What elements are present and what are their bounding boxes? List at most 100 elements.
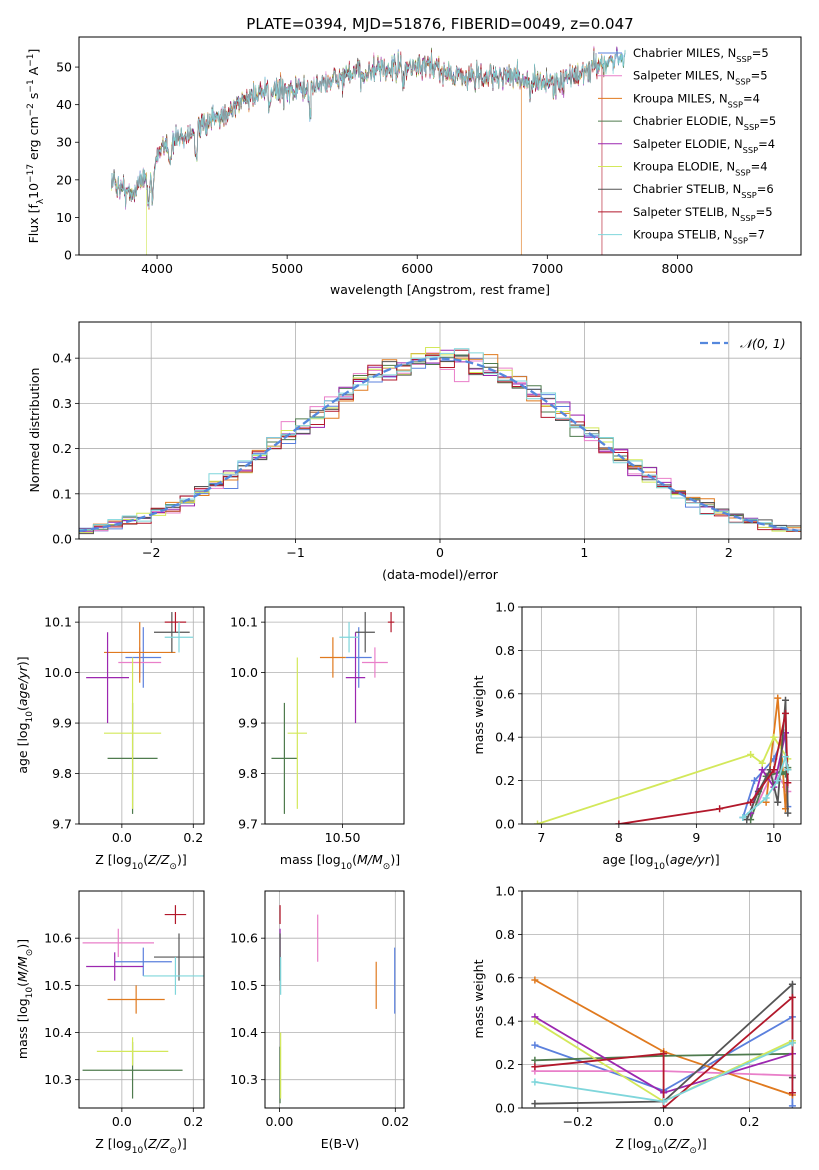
weight-marker — [615, 820, 623, 824]
x-tick-label: −2 — [142, 545, 160, 560]
x-tick-label: 10 — [766, 830, 782, 845]
x-tick-label: 0.02 — [381, 1114, 409, 1129]
y-tick-label: 30 — [56, 135, 72, 150]
x-tick-label: 0.0 — [112, 1114, 132, 1129]
x-tick-label: −0.2 — [563, 1114, 593, 1129]
y-tick-label: 10.6 — [230, 931, 258, 946]
y-tick-label: 0.4 — [52, 351, 72, 366]
y-tick-label: 10.1 — [230, 615, 258, 630]
weight-marker — [784, 766, 792, 774]
y-tick-label: 10.1 — [44, 615, 72, 630]
weight-marker — [531, 976, 539, 984]
weight-marker — [782, 709, 789, 717]
weight-marker — [758, 759, 766, 767]
plot-area-mass-vs-EBV — [265, 891, 404, 1108]
y-tick-label: 1.0 — [495, 884, 515, 899]
y-tick-label: 20 — [56, 172, 72, 187]
plot-area-weight-vs-age — [522, 607, 801, 824]
plot-area-age-vs-Z — [79, 607, 204, 824]
y-axis-label: age [log10(age/yr)] — [15, 656, 35, 773]
y-tick-label: 10 — [56, 210, 72, 225]
axes-weight-vs-age: 7 8 9 10 0.0 0.2 0.4 0.6 0.8 1.0 — [495, 600, 802, 845]
axes-frame — [78, 606, 205, 825]
x-tick-label: 0.2 — [740, 1114, 760, 1129]
x-tick-label: 10.50 — [325, 830, 361, 845]
y-tick-label: 0 — [64, 248, 72, 263]
y-tick-label: 0.4 — [495, 730, 515, 745]
axes-frame — [78, 36, 802, 256]
axes-frame — [521, 890, 802, 1109]
x-tick-label: 0.00 — [266, 1114, 294, 1129]
weight-marker — [660, 1050, 668, 1058]
y-tick-label: 10.6 — [44, 931, 72, 946]
y-tick-label: 0.2 — [495, 773, 515, 788]
weight-marker — [770, 733, 778, 741]
y-tick-label: 0.3 — [52, 396, 72, 411]
y-tick-label: 0.6 — [495, 970, 515, 985]
weight-marker — [774, 798, 782, 806]
spectrum-line-8 — [111, 49, 626, 209]
normal-curve — [79, 357, 799, 533]
figure-title: PLATE=0394, MJD=51876, FIBERID=0049, z=0… — [246, 15, 633, 33]
x-tick-label: 9 — [692, 830, 700, 845]
x-tick-label: 0 — [436, 545, 444, 560]
weight-marker — [743, 816, 751, 824]
weight-line-7 — [534, 995, 794, 1108]
axes-age-vs-Z: 0.0 0.2 9.7 9.8 9.9 10.0 10.1 — [44, 606, 205, 845]
y-tick-label: 9.8 — [52, 766, 72, 781]
x-axis-label: age [log10(age/yr)] — [602, 852, 719, 872]
weight-marker — [788, 980, 796, 988]
weight-marker — [531, 1063, 539, 1071]
weight-marker — [770, 766, 778, 774]
y-tick-label: 10.5 — [230, 978, 258, 993]
weight-marker — [747, 751, 755, 759]
x-tick-label: 1 — [580, 545, 588, 560]
y-tick-label: 1.0 — [495, 600, 515, 615]
weight-marker — [739, 813, 747, 821]
legend-label: Salpeter STELIB, NSSP=5 — [633, 205, 773, 223]
plot-area-residuals — [79, 322, 801, 539]
axes-frame — [264, 606, 405, 825]
weight-marker — [762, 794, 770, 802]
x-tick-label: 0.0 — [112, 830, 132, 845]
weight-marker — [758, 766, 766, 774]
axes-mass-vs-Z: 0.0 0.2 10.3 10.4 10.5 10.6 — [44, 890, 205, 1129]
legend-label: Kroupa STELIB, NSSP=7 — [633, 228, 765, 246]
y-tick-label: 0.8 — [495, 927, 515, 942]
weight-marker — [774, 694, 782, 702]
y-axis-label: mass [log10(M/M⊙)] — [15, 939, 35, 1059]
x-tick-label: 8 — [615, 830, 623, 845]
plot-area-mass-vs-Z — [79, 891, 204, 1108]
weight-marker — [531, 1078, 539, 1086]
y-tick-label: 9.7 — [52, 817, 72, 832]
axes-mass-vs-EBV: 0.00 0.02 10.3 10.4 10.5 10.6 — [230, 890, 409, 1129]
y-tick-label: 9.8 — [238, 766, 258, 781]
x-tick-label: 5000 — [271, 261, 303, 276]
axes-age-vs-mass: 10.50 9.7 9.8 9.9 10.0 10.1 — [230, 606, 405, 845]
y-tick-label: 0.6 — [495, 686, 515, 701]
x-tick-label: 0.2 — [183, 1114, 203, 1129]
histogram-8 — [79, 348, 801, 532]
y-tick-label: 0.0 — [52, 532, 72, 547]
weight-marker — [531, 1017, 539, 1025]
axes-frame — [264, 890, 405, 1109]
y-axis-label: Normed distribution — [27, 368, 42, 493]
y-tick-label: 9.9 — [238, 716, 258, 731]
y-tick-label: 50 — [56, 60, 72, 75]
x-tick-label: −1 — [286, 545, 304, 560]
x-axis-label: wavelength [Angstrom, rest frame] — [330, 282, 550, 297]
x-axis-label: Z [log10(Z/Z⊙)] — [95, 1136, 186, 1156]
legend-label: Salpeter ELODIE, NSSP=4 — [633, 137, 775, 155]
x-axis-label: (data-model)/error — [382, 567, 499, 582]
weight-marker — [788, 1089, 796, 1097]
weight-marker — [788, 993, 796, 1001]
axes-residuals: −2 −1 0 1 2 0.0 0.1 0.2 0.3 0.4 — [52, 321, 802, 560]
weight-marker — [531, 1056, 539, 1064]
axes-frame — [78, 321, 802, 540]
y-tick-label: 9.9 — [52, 716, 72, 731]
weight-marker — [782, 696, 789, 704]
legend: Chabrier MILES, NSSP=5 Salpeter MILES, NS… — [598, 46, 776, 246]
weight-marker — [784, 779, 792, 787]
x-tick-label: 8000 — [662, 261, 694, 276]
y-tick-label: 10.3 — [230, 1072, 258, 1087]
